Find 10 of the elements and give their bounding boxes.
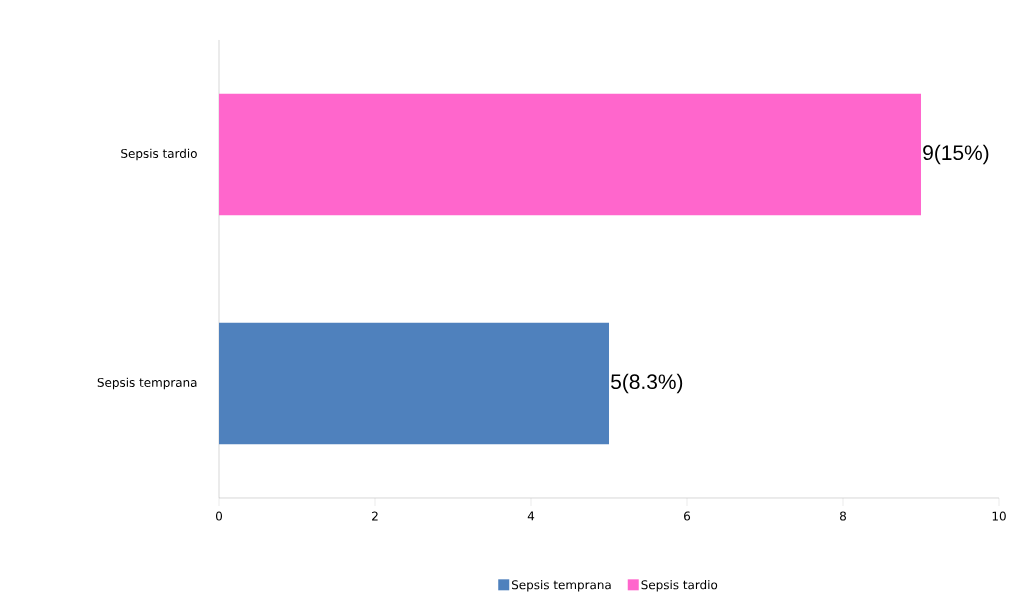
x-tick-label: 2 [372,511,378,521]
x-tick-label: 8 [840,511,846,521]
x-tick-label: 10 [992,511,1006,521]
legend-label: Sepsis temprana [512,580,611,592]
data-label: 5(8.3%) [611,373,683,394]
x-tick-label: 0 [215,511,223,521]
x-tick-label: 4 [527,511,535,521]
x-tick-label: 6 [684,511,691,521]
data-label: 9(15%) [923,144,989,165]
legend-label: Sepsis tardio [641,580,718,592]
